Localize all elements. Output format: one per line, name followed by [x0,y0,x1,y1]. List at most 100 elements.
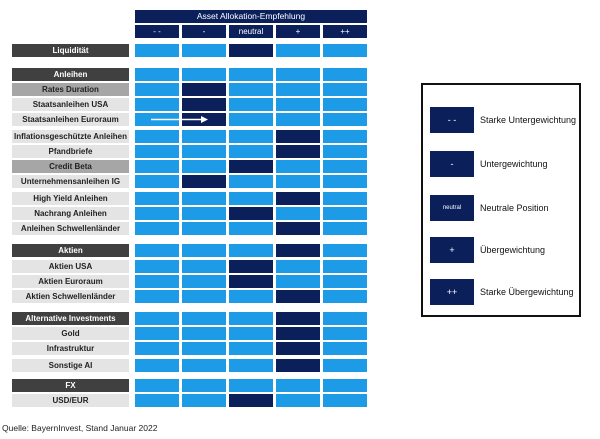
rating-cell [276,68,320,81]
matrix-row: High Yield Anleihen [12,192,372,205]
rating-cell [135,145,179,158]
rating-cell [323,327,367,340]
matrix-row: USD/EUR [12,394,372,407]
rating-cell-active [229,394,273,407]
rating-cell [182,342,226,355]
rating-cell-active [276,312,320,325]
rating-cell [182,44,226,57]
rating-cell-active [229,207,273,220]
rating-cell [229,145,273,158]
rating-cell-active [229,275,273,288]
row-label: Pfandbriefe [12,145,129,158]
rating-cell [323,83,367,96]
rating-cell [229,83,273,96]
rating-cell [135,379,179,392]
rating-cell [323,260,367,273]
matrix-row: Inflationsgeschützte Anleihen [12,130,372,143]
matrix-row: Nachrang Anleihen [12,207,372,220]
rating-cell [323,68,367,81]
rating-cell [276,83,320,96]
rating-cell [323,130,367,143]
rating-cell [135,275,179,288]
legend-item: + Übergewichtung [430,237,580,263]
column-header: - - [135,25,179,38]
row-label: Nachrang Anleihen [12,207,129,220]
rating-cell [323,160,367,173]
rating-cell [229,222,273,235]
row-label: Aktien Schwellenländer [12,290,129,303]
rating-cell [135,312,179,325]
row-label: Anleihen [12,68,129,81]
rating-cell [276,394,320,407]
rating-cell [135,290,179,303]
rating-cell [276,113,320,126]
rating-cell-active [182,175,226,188]
source-note: Quelle: BayernInvest, Stand Januar 2022 [2,423,158,433]
rating-cell [229,113,273,126]
rating-cell [323,207,367,220]
rating-cell [229,312,273,325]
column-header: + [276,25,320,38]
legend-label: Starke Übergewichtung [480,287,574,297]
row-label: Aktien Euroraum [12,275,129,288]
rating-cell [182,222,226,235]
rating-cell-active [276,244,320,257]
legend-label: Untergewichtung [480,159,548,169]
row-label: Gold [12,327,129,340]
rating-cell [323,359,367,372]
legend-label: Übergewichtung [480,245,546,255]
matrix-row: Rates Duration [12,83,372,96]
legend-item: neutral Neutrale Position [430,195,580,221]
row-label: Aktien USA [12,260,129,273]
rating-cell [135,44,179,57]
rating-cell [135,207,179,220]
rating-cell [182,145,226,158]
row-label: Aktien [12,244,129,257]
legend-label: Neutrale Position [480,203,549,213]
row-label: Staatsanleihen USA [12,98,129,111]
row-label: Rates Duration [12,83,129,96]
matrix-row: Gold [12,327,372,340]
rating-cell [276,98,320,111]
matrix-row: Unternehmensanleihen IG [12,175,372,188]
matrix-row: Aktien Schwellenländer [12,290,372,303]
rating-cell [182,207,226,220]
column-header: ++ [323,25,367,38]
rating-cell [182,327,226,340]
legend: - - Starke Untergewichtung - Untergewichtun… [421,83,581,317]
matrix-row: Infrastruktur [12,342,372,355]
matrix-row: Aktien USA [12,260,372,273]
row-label: High Yield Anleihen [12,192,129,205]
matrix-row: Aktien [12,244,372,257]
legend-swatch: neutral [430,195,474,221]
rating-cell [323,290,367,303]
rating-cell [182,192,226,205]
matrix-row: Liquidität [12,44,372,57]
matrix-row: Pfandbriefe [12,145,372,158]
rating-cell-active [182,83,226,96]
legend-swatch: ++ [430,279,474,305]
rating-cell [135,98,179,111]
rating-cell [323,44,367,57]
legend-swatch: + [430,237,474,263]
rating-cell-active [276,145,320,158]
rating-cell [323,342,367,355]
row-label: Alternative Investments [12,312,129,325]
matrix-title: Asset Allokation-Empfehlung [135,10,367,23]
rating-cell [276,44,320,57]
row-label: Sonstige AI [12,359,129,372]
rating-cell [276,275,320,288]
rating-cell [229,327,273,340]
rating-cell [135,359,179,372]
rating-cell-active [276,130,320,143]
rating-cell-active [276,327,320,340]
legend-swatch: - - [430,107,474,133]
rating-cell [323,312,367,325]
rating-cell [276,175,320,188]
rating-cell [135,83,179,96]
row-label: Liquidität [12,44,129,57]
rating-cell [229,244,273,257]
matrix-row: Staatsanleihen Euroraum [12,113,372,126]
rating-cell [182,244,226,257]
rating-cell [229,68,273,81]
